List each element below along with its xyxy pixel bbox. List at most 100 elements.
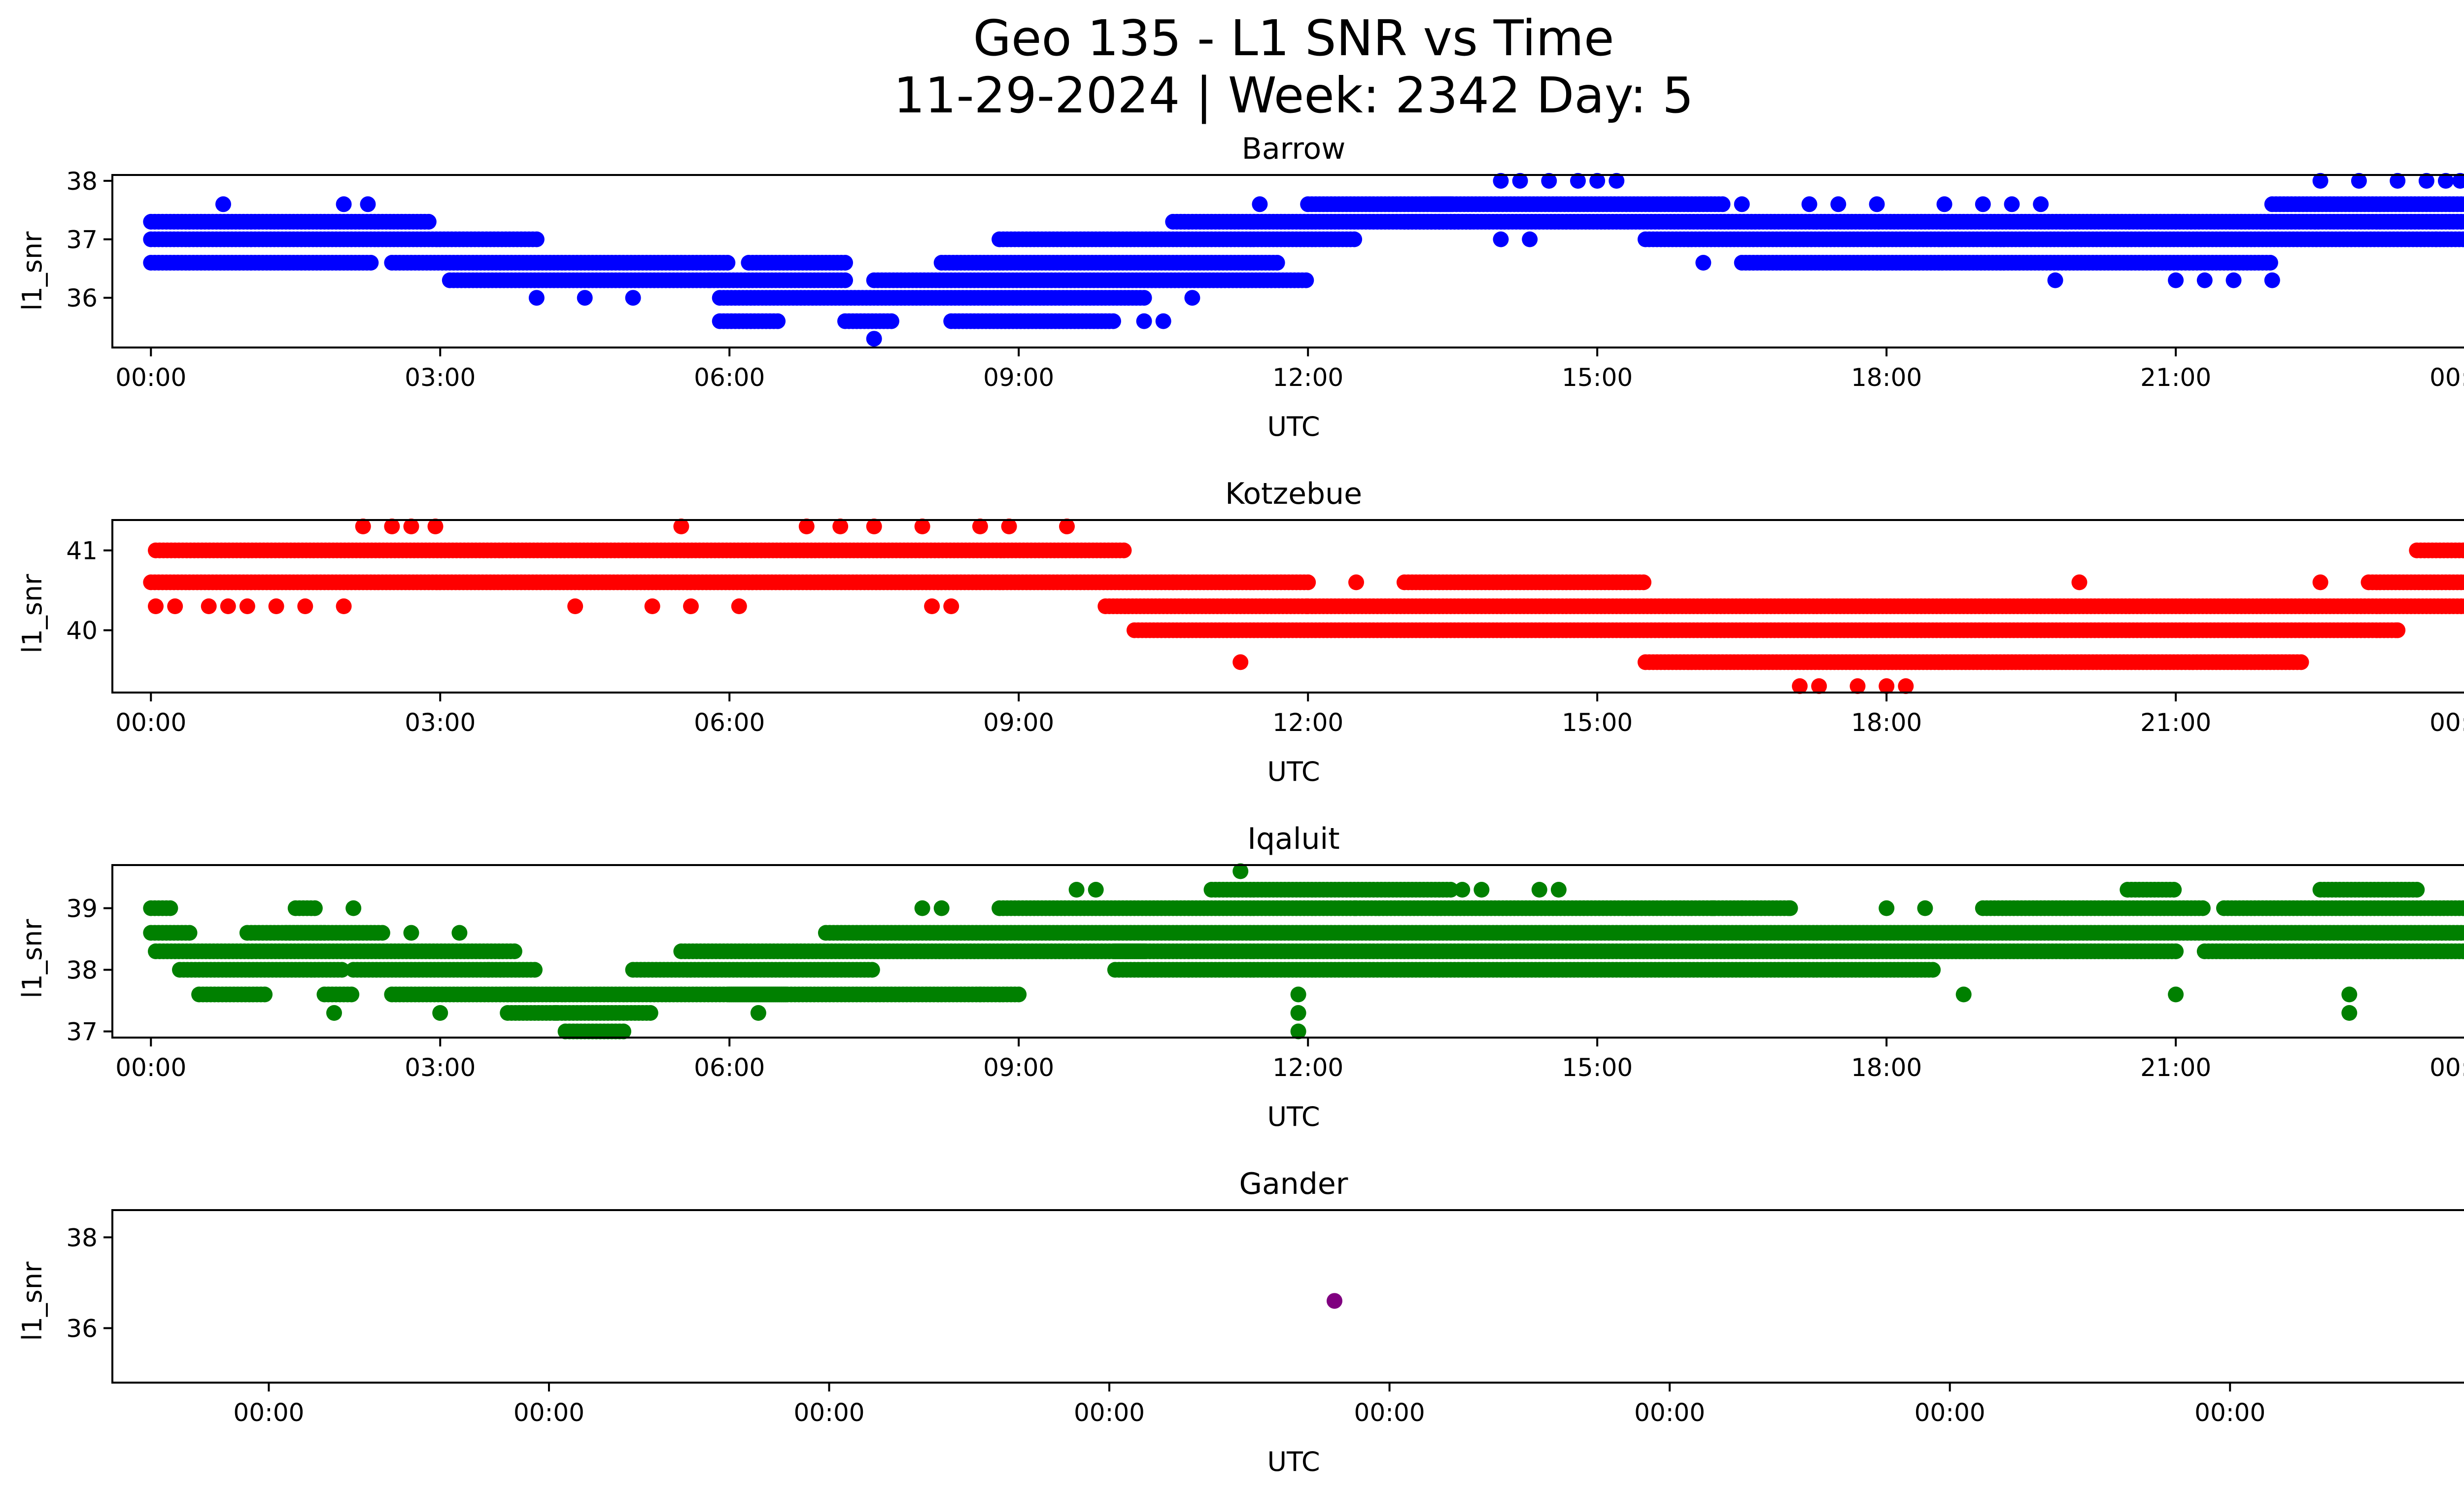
data-point [625,290,641,306]
y-tick-label: 40 [66,617,98,645]
data-point [1849,678,1866,694]
x-tick-label: 00:00 [115,363,186,392]
data-point [384,519,400,534]
data-point [1269,255,1285,271]
data-point [2351,173,2367,189]
data-point [1811,678,1827,694]
x-tick-label: 18:00 [1851,363,1922,392]
y-axis-label: l1_snr [17,231,48,311]
data-point [642,1005,658,1021]
x-tick-label: 00:00 [115,708,186,737]
data-point [181,925,198,941]
data-point [2457,598,2464,614]
data-point [420,213,437,230]
data-point [1136,313,1152,329]
x-tick-label: 00:00 [2430,708,2464,737]
data-point [215,196,231,212]
data-point [1300,574,1316,591]
data-point [162,900,178,916]
y-tick-label: 38 [66,167,98,196]
panel-title: Iqaluit [1247,822,1339,856]
x-tick-label: 21:00 [2140,363,2211,392]
data-point [567,598,583,614]
data-point [2457,574,2464,591]
scatter-points [143,519,2464,694]
data-point [2457,196,2464,212]
scatter-points [143,863,2464,1040]
data-point [1001,519,1017,534]
data-point [363,255,379,271]
data-point [2390,173,2406,189]
data-point [336,196,352,212]
data-point [616,1023,631,1040]
data-point [1801,196,1817,212]
data-point [1714,196,1731,212]
data-point [2457,214,2464,230]
y-axis-label: l1_snr [17,574,48,654]
data-point [268,598,284,614]
data-point [2262,255,2278,271]
data-point [1541,173,1557,189]
iqaluit-panel: Iqaluit 00:00 03:00 06:00 09:00 12:00 15:00 18… [17,822,2464,1132]
x-tick-label: 15:00 [1562,363,1633,392]
data-point [832,519,849,534]
data-point [528,290,545,306]
data-point [1830,196,1847,212]
data-point [924,598,940,614]
data-point [403,519,419,534]
data-point [427,519,444,534]
data-point [1252,196,1268,212]
data-point [2264,272,2280,288]
data-point [148,598,164,614]
data-point [770,313,786,329]
data-point [673,519,689,534]
data-point [943,598,959,614]
x-axis-label: UTC [1267,756,1320,787]
data-point [837,272,853,288]
data-point [837,255,853,271]
x-tick-label: 18:00 [1851,708,1922,737]
data-point [1493,173,1509,189]
data-point [201,598,217,614]
data-point [167,598,183,614]
data-point [1570,173,1586,189]
x-tick-label: 12:00 [1272,363,1343,392]
data-point [1348,574,1364,591]
data-point [2312,574,2328,591]
data-point [1975,196,1991,212]
data-point [1493,231,1509,247]
data-point [866,331,882,347]
barrow-panel: Barrow 00:00 03:00 06:00 09:00 12:00 15:00 18:… [17,132,2464,442]
x-tick-label: 03:00 [405,708,476,737]
data-point [1346,231,1363,247]
x-tick-label: 09:00 [983,363,1054,392]
data-point [239,598,255,614]
data-point [577,290,593,306]
data-point [866,519,882,534]
data-point [1898,678,1914,694]
data-point [1879,678,1895,694]
data-point [972,519,988,534]
data-point [2312,173,2328,189]
data-point [360,196,376,212]
data-point [1011,986,1027,1003]
x-tick-label: 21:00 [2140,708,2211,737]
axes-frame [111,174,2464,348]
data-point [883,313,899,329]
data-point [355,519,371,534]
data-point [374,925,390,941]
panel-title: Kotzebue [1225,477,1362,511]
x-tick-label: 12:00 [1272,708,1343,737]
data-point [343,986,360,1003]
y-tick-label: 36 [66,284,98,313]
kotzebue-panel: Kotzebue 00:00 03:00 06:00 09:00 12:00 15:00 1… [17,477,2464,787]
data-point [1792,678,1808,694]
data-point [644,598,660,614]
data-point [334,962,350,978]
data-point [2293,654,2309,670]
data-point [719,255,736,271]
x-tick-label: 03:00 [405,363,476,392]
data-point [1155,313,1171,329]
data-point [1636,574,1652,591]
